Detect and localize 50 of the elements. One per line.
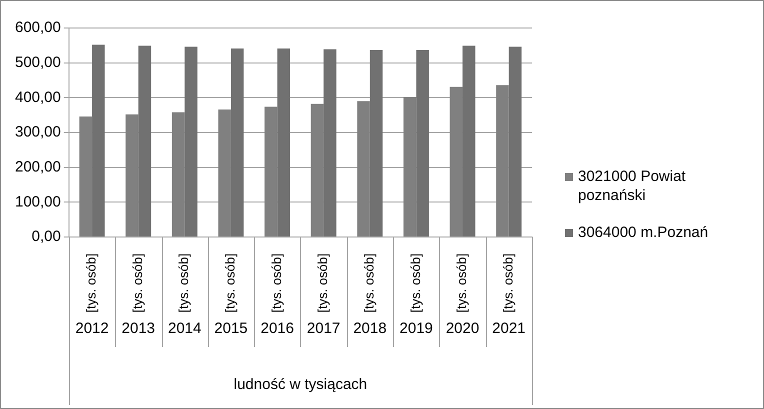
bar [230, 48, 244, 236]
text: [tys. osób] [361, 253, 376, 313]
y-tick-label: 400,00 [14, 88, 61, 106]
text: [tys. osób] [500, 253, 516, 313]
bar [126, 114, 138, 236]
x-tick-label: 2013 [122, 320, 156, 338]
bar [184, 46, 198, 236]
x-tick-label: 2016 [260, 320, 294, 338]
bar [462, 46, 476, 236]
bar [310, 104, 324, 236]
y-tick-label: 300,00 [14, 124, 61, 141]
y-tick-label: 0,00 [32, 228, 61, 246]
text: [tys. osób] [408, 253, 423, 313]
y-tick-label: 600,00 [14, 19, 61, 36]
text: [tys. osób] [454, 253, 470, 313]
text: [tys. osób] [315, 253, 330, 313]
y-tick-label: 200,00 [14, 158, 61, 176]
bar [79, 116, 92, 236]
bar [370, 50, 383, 236]
text: [tys. osób] [268, 253, 284, 313]
bar [508, 46, 522, 236]
text: [tys. osób] [130, 253, 145, 313]
text: [tys. osób] [222, 253, 238, 313]
legend-label: 3064000 m.Poznań [578, 224, 708, 242]
bar [138, 46, 152, 236]
x-tick-label: 2012 [75, 320, 109, 338]
x-tick-label: 2019 [400, 320, 433, 338]
bar [218, 110, 231, 236]
text: [tys. osób] [176, 253, 192, 313]
y-tick-label: 100,00 [14, 193, 61, 210]
text: [tys. osób] [84, 253, 99, 313]
x-tick-label: 2014 [168, 320, 202, 338]
bar [324, 49, 336, 236]
y-tick-label: 500,00 [14, 54, 61, 71]
bar [92, 44, 105, 236]
x-tick-label: 2021 [492, 320, 526, 338]
x-tick-label: 2017 [306, 320, 340, 338]
bar [450, 86, 463, 236]
bar [172, 112, 185, 236]
bar [357, 101, 370, 236]
bar [277, 48, 290, 236]
bar [416, 50, 429, 236]
x-tick-label: 2018 [353, 320, 387, 338]
x-axis-title: ludność w tysiącach [234, 376, 368, 394]
x-tick-label: 2015 [214, 320, 248, 338]
bar [496, 85, 509, 236]
x-tick-label: 2020 [446, 320, 480, 338]
bar [264, 106, 278, 236]
legend-label: 3021000 Powiat poznański [578, 168, 686, 204]
bar [403, 96, 416, 236]
